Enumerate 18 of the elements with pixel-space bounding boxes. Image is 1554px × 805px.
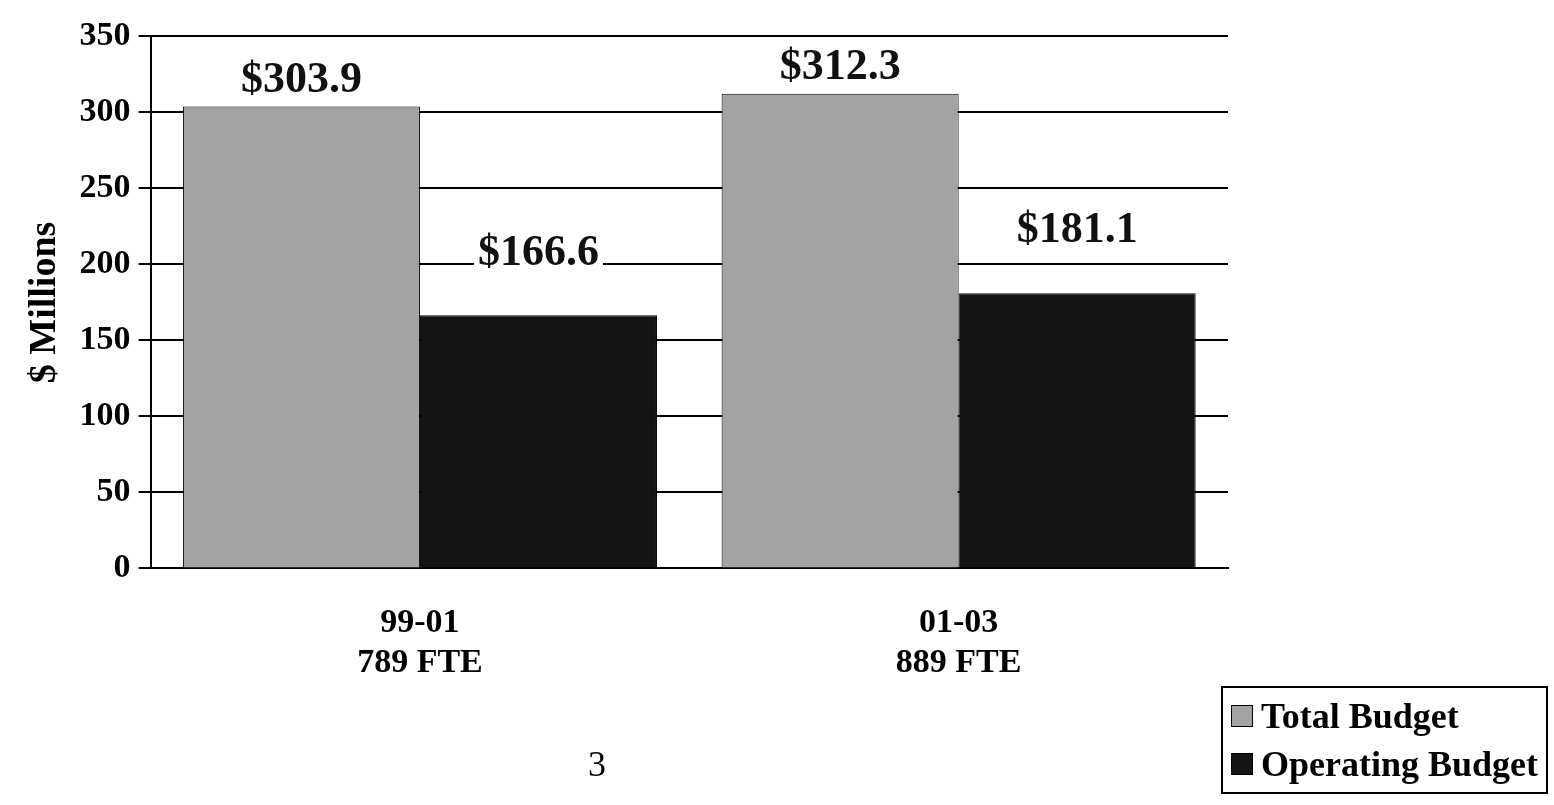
data-label: $312.3 xyxy=(779,40,901,90)
legend-label: Operating Budget xyxy=(1260,743,1538,786)
data-label: $303.9 xyxy=(240,52,362,102)
x-tick-label: 01-03 889 FTE xyxy=(895,601,1022,680)
x-tick-label: 99-01 789 FTE xyxy=(357,601,483,680)
y-tick-label: 300 xyxy=(79,91,131,129)
y-tick-label: 150 xyxy=(79,319,131,357)
text: Total Budget xyxy=(1260,695,1459,738)
data-label: $166.6 xyxy=(477,225,599,275)
data-label: $181.1 xyxy=(1016,203,1138,253)
y-tick-label: 100 xyxy=(79,395,131,433)
y-tick-label: 350 xyxy=(79,15,131,53)
y-tick-label: 250 xyxy=(79,167,131,205)
y-tick-label: 50 xyxy=(96,471,131,509)
text: 3 xyxy=(588,743,606,785)
y-axis-title: $ Millions xyxy=(20,221,63,384)
y-tick-label: 0 xyxy=(113,547,131,585)
y-tick-label: 200 xyxy=(79,243,131,281)
